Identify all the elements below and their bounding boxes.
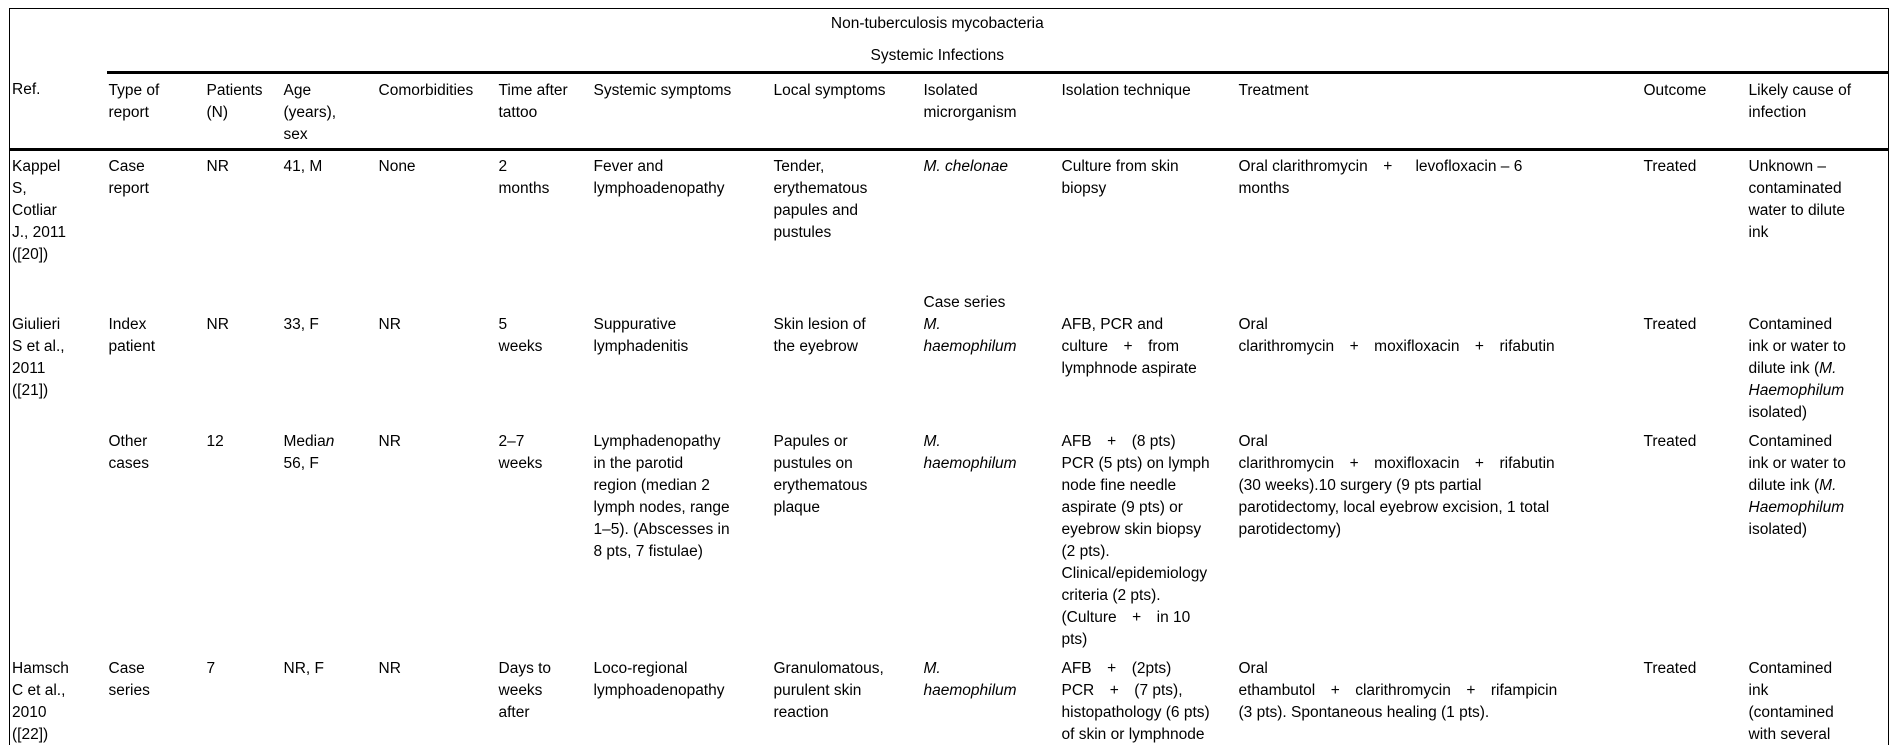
cell-time-after-tattoo: 2–7 weeks xyxy=(498,432,543,472)
cell-isolation-technique: AFB + (2pts) PCR + (7 pts), histopatholo… xyxy=(1061,659,1210,743)
cell-ref xyxy=(10,426,107,653)
group-header-systemic-infections: Systemic Infections xyxy=(106,40,1889,74)
cell-patients: 12 xyxy=(206,432,224,450)
cell-type-of-report: Index patient xyxy=(108,315,156,355)
col-header-type-of-report: Type of report xyxy=(106,72,205,151)
cell-treatment: Oral clarithromycin + moxifloxacin + rif… xyxy=(1238,315,1555,355)
cell-treatment: Oral clarithromycin + moxifloxacin + rif… xyxy=(1238,432,1555,538)
cell-likely-cause: Contamined ink or water to dilute ink (M… xyxy=(1748,432,1846,538)
cell-outcome: Treated xyxy=(1643,315,1697,333)
col-header-age-sex: Age (years), sex xyxy=(281,72,377,151)
ntm-systemic-infections-table: Non-tuberculosis mycobacteria Systemic I… xyxy=(9,8,1890,745)
col-header-isolation-technique: Isolation technique xyxy=(1059,72,1237,151)
cell-type-of-report: Other cases xyxy=(108,432,150,472)
col-header-local-symptoms: Local symptoms xyxy=(771,72,922,151)
cell-type-of-report: Case series xyxy=(108,659,150,699)
table-row-giulieri-index: Giulieri S et al., 2011 ([21]) Index pat… xyxy=(10,290,1889,426)
cell-local-symptoms: Tender, erythematous papules and pustule… xyxy=(773,158,868,241)
group-header-row-1: Non-tuberculosis mycobacteria xyxy=(10,9,1889,41)
cell-treatment: Oral clarithromycin + levofloxacin – 6 m… xyxy=(1238,158,1523,197)
cell-comorbidities: NR xyxy=(378,315,401,333)
cell-ref: Hamsch C et al., 2010 ([22]) xyxy=(12,659,69,743)
cell-time-after-tattoo: Days to weeks after xyxy=(498,659,552,721)
table-row-kappel: Kappel S, Cotliar J., 2011 ([20]) Case r… xyxy=(10,150,1889,290)
cell-patients: NR xyxy=(206,158,229,175)
cell-age-sex: 33, F xyxy=(283,315,319,333)
cell-isolated-microrganism: M. chelonae xyxy=(923,158,1008,175)
cell-local-symptoms: Granulomatous, purulent skin reaction xyxy=(773,659,884,721)
cell-ref: Kappel S, Cotliar J., 2011 ([20]) xyxy=(12,158,67,263)
col-header-isolated-microrganism: Isolated microrganism xyxy=(921,72,1060,151)
column-header-row: Ref. Type of report Patients (N) Age (ye… xyxy=(9,72,1889,151)
col-header-treatment: Treatment xyxy=(1236,72,1642,151)
col-header-time-after-tattoo: Time after tattoo xyxy=(496,72,592,151)
corner-cell xyxy=(10,9,107,73)
cell-local-symptoms: Skin lesion of the eyebrow xyxy=(773,315,866,355)
cell-type-of-report: Case report xyxy=(108,158,150,197)
cell-likely-cause: Contamined ink or water to dilute ink (M… xyxy=(1748,315,1846,421)
cell-isolated-microrganism: M. haemophilum xyxy=(923,659,1017,699)
cell-time-after-tattoo: 5 weeks xyxy=(498,315,543,355)
cell-isolation-technique: Culture from skin biopsy xyxy=(1061,158,1179,197)
col-header-patients: Patients (N) xyxy=(204,72,282,151)
cell-outcome: Treated xyxy=(1643,158,1697,175)
cell-age-sex: NR, F xyxy=(283,659,324,677)
table-row-giulieri-other-cases: Other cases 12 Median 56, F NR 2–7 weeks… xyxy=(10,426,1889,653)
cell-patients: NR xyxy=(206,315,229,333)
cell-likely-cause: Unknown – contaminated water to dilute i… xyxy=(1748,158,1846,241)
cell-systemic-symptoms: Fever and lymphoadenopathy xyxy=(593,158,725,197)
cell-systemic-symptoms: Loco-regional lymphoadenopathy xyxy=(593,659,725,699)
cell-isolated-microrganism: Case series M. haemophilum xyxy=(923,293,1017,355)
cell-comorbidities: NR xyxy=(378,659,401,677)
cell-isolated-microrganism: M. haemophilum xyxy=(923,432,1017,472)
cell-treatment: Oral ethambutol + clarithromycin + rifam… xyxy=(1238,659,1558,721)
col-header-ref: Ref. xyxy=(9,72,107,151)
cell-systemic-symptoms: Lymphadenopathy in the parotid region (m… xyxy=(593,432,730,560)
cell-age-sex: 41, M xyxy=(283,158,323,175)
cell-comorbidities: None xyxy=(378,158,416,175)
cell-isolation-technique: AFB, PCR and culture + from lymphnode as… xyxy=(1061,315,1197,377)
group-header-ntm: Non-tuberculosis mycobacteria xyxy=(830,15,1044,32)
group-header-row-2: Systemic Infections xyxy=(10,40,1889,74)
col-header-likely-cause: Likely cause of infection xyxy=(1746,72,1889,151)
col-header-systemic-symptoms: Systemic symptoms xyxy=(591,72,772,151)
table-row-hamsch: Hamsch C et al., 2010 ([22]) Case series… xyxy=(10,653,1889,745)
cell-patients: 7 xyxy=(206,659,216,677)
col-header-outcome: Outcome xyxy=(1641,72,1747,151)
col-header-comorbidities: Comorbidities xyxy=(376,72,497,151)
cell-likely-cause: Contamined ink (contamined with several … xyxy=(1748,659,1834,743)
cell-comorbidities: NR xyxy=(378,432,401,450)
cell-age-sex: Median 56, F xyxy=(283,432,335,472)
cell-systemic-symptoms: Suppurative lymphadenitis xyxy=(593,315,689,355)
cell-outcome: Treated xyxy=(1643,659,1697,677)
cell-local-symptoms: Papules or pustules on erythematous plaq… xyxy=(773,432,868,516)
cell-ref: Giulieri S et al., 2011 ([21]) xyxy=(12,315,65,399)
cell-isolation-technique: AFB + (8 pts) PCR (5 pts) on lymph node … xyxy=(1061,432,1210,648)
cell-time-after-tattoo: 2 months xyxy=(498,158,550,197)
cell-outcome: Treated xyxy=(1643,432,1697,450)
